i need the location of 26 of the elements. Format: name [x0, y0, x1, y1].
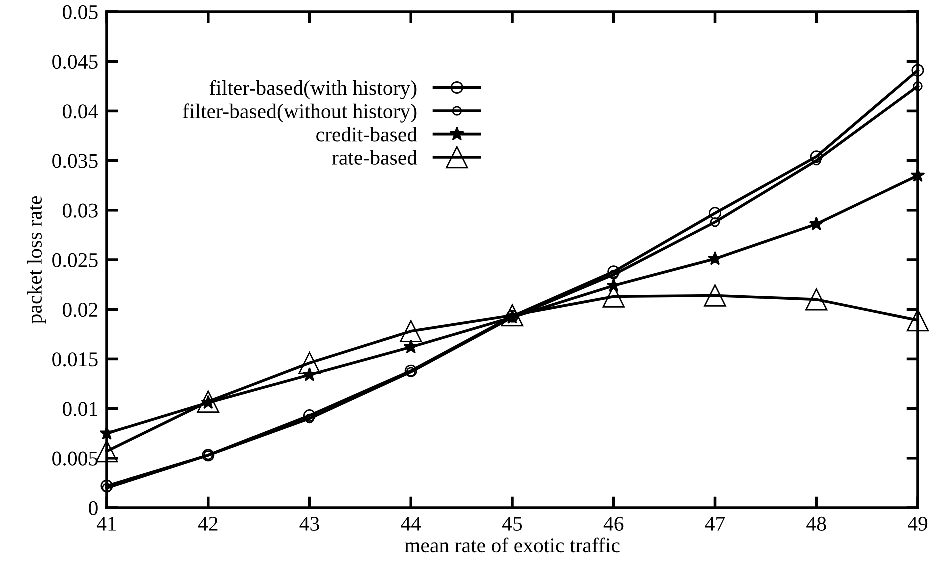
y-tick-label: 0.04	[63, 104, 98, 119]
y-tick-label: 0.02	[63, 302, 98, 318]
x-tick-label: 48	[806, 516, 826, 531]
y-tick-label: 0.035	[52, 154, 98, 168]
y-tick-label: 0.05	[63, 5, 98, 20]
x-tick-label: 42	[198, 516, 218, 531]
legend-label: rate-based	[332, 150, 418, 165]
y-tick-label: 0.01	[63, 402, 98, 416]
legend-label: filter-based(without history)	[183, 104, 417, 123]
y-tick-label: 0.015	[52, 352, 98, 367]
x-tick-label: 46	[604, 516, 624, 531]
x-tick-label: 49	[908, 516, 928, 531]
y-tick-label: 0.03	[63, 204, 98, 218]
y-tick-label: 0.005	[52, 452, 98, 466]
y-tick-label: 0.025	[52, 253, 98, 268]
y-axis-title: packet loss rate	[27, 196, 46, 324]
y-tick-label: 0.045	[52, 54, 98, 70]
x-tick-label: 43	[300, 516, 320, 531]
x-axis-title: mean rate of exotic traffic	[404, 538, 620, 553]
x-tick-label: 47	[705, 517, 726, 531]
y-tick-label: 0	[89, 501, 98, 516]
x-tick-label: 44	[401, 517, 422, 531]
legend-label: credit-based	[316, 127, 418, 142]
legend-label: filter-based(with history)	[210, 80, 417, 100]
x-tick-label: 45	[502, 517, 522, 531]
x-tick-label: 41	[96, 517, 116, 531]
